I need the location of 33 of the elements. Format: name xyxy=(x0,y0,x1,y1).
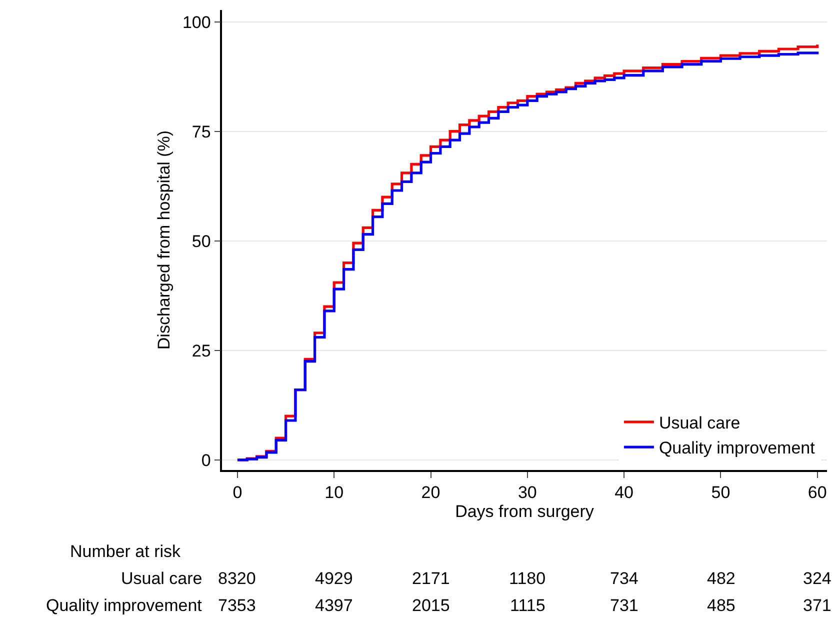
text: 731 xyxy=(610,596,638,615)
x-tick-label: 30 xyxy=(518,483,537,502)
legend-label: Quality improvement xyxy=(658,438,816,458)
x-tick-label: 50 xyxy=(711,483,730,502)
x-axis-title: Days from surgery xyxy=(455,502,594,522)
text: 371 xyxy=(803,596,832,615)
text: Number at risk xyxy=(70,542,182,561)
y-axis-title: Discharged from hospital (%) xyxy=(154,130,174,350)
x-tick-label: 20 xyxy=(421,483,440,502)
text: 2171 xyxy=(412,569,450,588)
text: 2015 xyxy=(412,596,450,615)
y-tick-label: 100 xyxy=(182,12,211,32)
legend-label: Usual care xyxy=(658,414,740,433)
text: 4929 xyxy=(315,569,353,588)
text: 1115 xyxy=(510,596,546,615)
text: 7353 xyxy=(218,596,256,615)
text: 1180 xyxy=(509,569,546,588)
text: 4397 xyxy=(315,596,353,615)
text: 324 xyxy=(803,569,832,588)
y-tick-label: 0 xyxy=(201,450,211,470)
x-tick-label: 10 xyxy=(324,483,344,502)
x-tick-label: 60 xyxy=(808,483,827,502)
text: 485 xyxy=(707,596,736,615)
text: 482 xyxy=(707,569,736,588)
text: Usual care xyxy=(121,569,202,588)
y-tick-label: 25 xyxy=(192,341,211,360)
x-tick-label: 40 xyxy=(614,483,634,502)
x-tick-label: 0 xyxy=(232,483,242,502)
text: 8320 xyxy=(218,569,256,588)
y-tick-label: 75 xyxy=(192,122,211,142)
text: Quality improvement xyxy=(46,596,202,615)
y-tick-label: 50 xyxy=(192,232,211,251)
text: 734 xyxy=(610,569,638,588)
